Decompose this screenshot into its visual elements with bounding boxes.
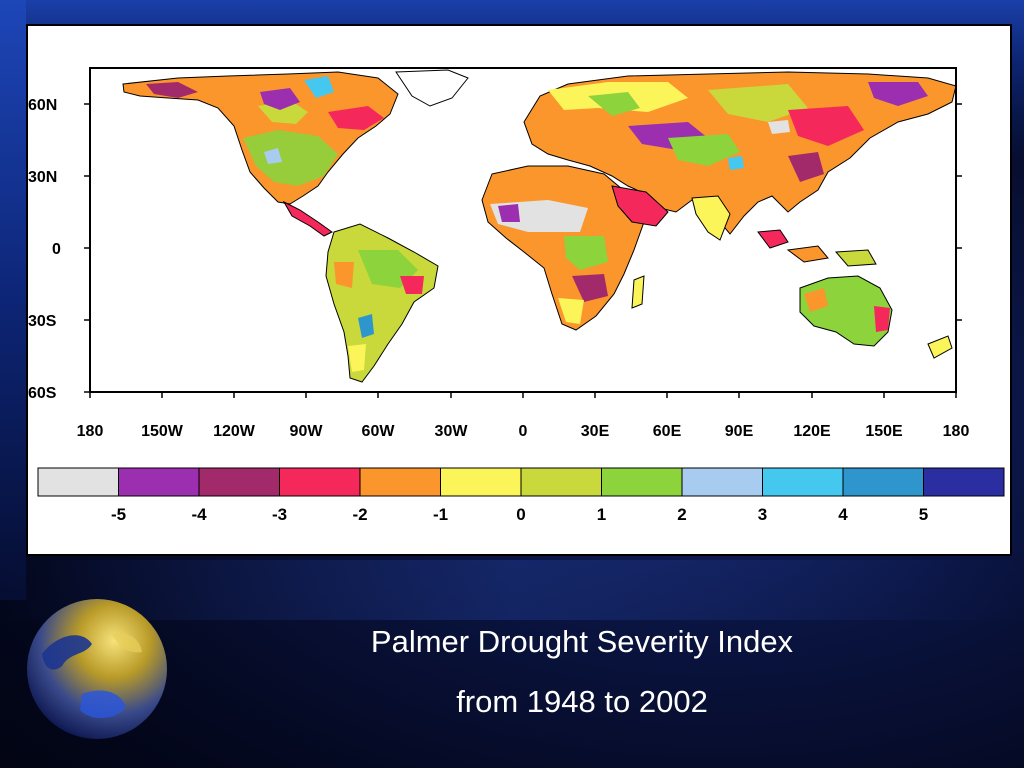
lon-label-180w: 180 [77,423,104,440]
arabia [611,185,669,227]
caption-title: Palmer Drought Severity Index [370,624,794,659]
india [691,195,731,241]
patagonia [348,344,366,372]
lon-label-120w: 120W [213,423,256,440]
lat-label-60n: 60N [28,97,57,114]
argentina-wet [358,314,374,338]
west-africa-dry [498,204,520,222]
colorbar-label-4: -1 [433,505,448,524]
colorbar-label-10: 5 [919,505,928,524]
southern-africa-dry [572,274,608,302]
globe-icon [27,599,167,739]
na-wet-region [243,130,338,186]
colorbar-swatch-8 [681,467,763,497]
tibet-wet [728,156,744,170]
lon-label-60w: 60W [362,423,396,440]
siberia-region [708,84,808,122]
lon-label-120e: 120E [793,423,831,440]
colorbar-label-1: -4 [191,505,207,524]
central-africa-wet [564,236,608,270]
new-guinea [834,249,877,267]
lon-label-90w: 90W [290,423,324,440]
lat-tick-marks [84,103,962,393]
colorbar-swatch-7 [601,467,683,497]
colorbar-swatch-0 [37,467,119,497]
map-figure-panel: 60N 30N 0 30S 60S 180 150W 120W 90W 60W … [26,24,1012,556]
east-asia-dry [788,106,864,146]
lat-label-0: 0 [52,241,61,258]
madagascar [631,275,645,309]
land-areas [122,69,956,383]
lon-label-60e: 60E [653,423,682,440]
colorbar-swatch-10 [842,467,924,497]
lon-label-180e: 180 [943,423,970,440]
greenland [395,69,469,107]
colorbar-swatch-9 [762,467,844,497]
colorbar-label-5: 0 [516,505,525,524]
lon-label-30w: 30W [435,423,469,440]
colorbar-label-9: 4 [838,505,848,524]
colorbar-swatch-5 [440,467,522,497]
lon-label-150w: 150W [141,423,184,440]
lon-label-0: 0 [519,423,528,440]
mongolia-neutral [768,120,790,134]
colorbar-swatch-3 [279,467,361,497]
borneo [757,229,789,249]
lat-label-60s: 60S [28,385,57,402]
colorbar-swatch-4 [359,467,441,497]
lon-label-150e: 150E [865,423,903,440]
background-left-band [0,0,26,600]
lat-label-30n: 30N [28,169,57,186]
colorbar-label-8: 3 [758,505,767,524]
europe-wet [588,92,640,116]
colorbar-swatch-1 [118,467,200,497]
colorbar-label-3: -2 [352,505,367,524]
sa-dry [400,276,424,294]
china-dry [788,152,824,182]
colorbar-swatch-6 [520,467,602,497]
lat-label-30s: 30S [28,313,57,330]
alaska-dry [146,82,198,98]
new-zealand [927,335,953,359]
colorbar-label-0: -5 [111,505,126,524]
canada-dry [260,88,300,110]
west-australia [804,288,828,312]
colorbar [37,467,1005,497]
colorbar-swatch-2 [198,467,280,497]
lon-label-90e: 90E [725,423,754,440]
lon-label-30e: 30E [581,423,610,440]
lon-tick-marks [89,392,957,398]
caption-subtitle: from 1948 to 2002 [456,684,708,719]
colorbar-label-2: -3 [272,505,287,524]
tibet-region [668,134,740,166]
ne-asia-dry [868,82,928,106]
background-light-streak [0,560,1024,620]
map-figure: 60N 30N 0 30S 60S 180 150W 120W 90W 60W … [28,67,1005,524]
sa-moderate [334,262,354,288]
central-america [282,200,333,237]
us-wet [264,148,282,164]
hudson-wet [304,76,334,98]
colorbar-swatch-11 [923,467,1005,497]
south-africa-region [558,298,584,324]
indonesia [786,245,829,263]
colorbar-label-7: 2 [677,505,686,524]
east-australia-dry [874,306,890,332]
colorbar-label-6: 1 [597,505,606,524]
east-canada-dry [328,106,384,130]
